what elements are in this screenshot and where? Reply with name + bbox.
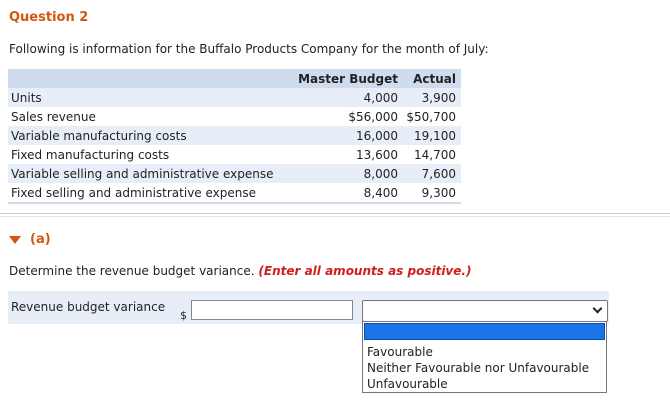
question-title: Question 2: [9, 10, 89, 25]
table-row: Variable manufacturing costs 16,000 19,1…: [8, 126, 461, 145]
dropdown-option-blank[interactable]: [364, 323, 605, 340]
row-label: Fixed manufacturing costs: [11, 147, 170, 162]
dropdown-option-favourable[interactable]: Favourable: [367, 345, 433, 359]
dropdown-option-unfavourable[interactable]: Unfavourable: [367, 377, 448, 391]
row-label: Units: [8, 88, 288, 107]
row-actual-value: 7,600: [403, 164, 461, 183]
table-header-actual: Actual: [403, 69, 461, 88]
row-master-value: 16,000: [288, 126, 403, 145]
table-header-blank: [8, 69, 288, 88]
table-row: Variable selling and administrative expe…: [8, 164, 461, 183]
row-master-value: $56,000: [348, 109, 398, 124]
row-label: Variable selling and administrative expe…: [8, 164, 288, 183]
row-master-value: 8,400: [288, 183, 403, 204]
instruction-text: Determine the revenue budget variance.: [9, 264, 255, 278]
table-row: Sales revenue $56,000 $50,700: [8, 107, 461, 126]
part-a-toggle[interactable]: (a): [9, 232, 51, 247]
table-row: Fixed manufacturing costs 13,600 14,700: [8, 145, 461, 164]
row-label: Fixed selling and administrative expense: [8, 183, 288, 204]
section-divider-shadow: [0, 216, 670, 217]
section-divider: [0, 213, 670, 214]
row-label: Variable manufacturing costs: [8, 126, 288, 145]
table-header-row: Master Budget Actual: [8, 69, 461, 88]
row-master-value: 8,000: [288, 164, 403, 183]
row-actual-value: 19,100: [403, 126, 461, 145]
table-header-master-budget: Master Budget: [288, 69, 403, 88]
instruction-hint: (Enter all amounts as positive.): [258, 264, 472, 278]
question-intro: Following is information for the Buffalo…: [9, 42, 489, 56]
currency-symbol: $: [180, 309, 187, 322]
revenue-variance-label: Revenue budget variance: [11, 300, 166, 314]
part-instruction: Determine the revenue budget variance. (…: [9, 264, 471, 278]
dropdown-option-neither[interactable]: Neither Favourable nor Unfavourable: [367, 361, 590, 375]
collapse-triangle-icon[interactable]: [9, 235, 21, 244]
revenue-variance-amount-input[interactable]: [191, 300, 353, 320]
budget-table: Master Budget Actual Units 4,000 3,900 S…: [8, 69, 461, 204]
row-actual-value: $50,700: [406, 109, 456, 124]
part-a-label: (a): [30, 232, 51, 247]
answer-panel: Revenue budget variance $: [8, 291, 609, 324]
row-master-value: 13,600: [356, 147, 398, 162]
row-label: Sales revenue: [11, 109, 96, 124]
row-master-value: 4,000: [288, 88, 403, 107]
variance-type-select[interactable]: [362, 300, 608, 322]
row-actual-value: 3,900: [403, 88, 461, 107]
variance-type-dropdown-list: Favourable Neither Favourable nor Unfavo…: [362, 321, 607, 393]
row-actual-value: 9,300: [403, 183, 461, 204]
table-row: Units 4,000 3,900: [8, 88, 461, 107]
chevron-down-icon: [592, 303, 603, 314]
table-row: Fixed selling and administrative expense…: [8, 183, 461, 204]
row-actual-value: 14,700: [414, 147, 456, 162]
